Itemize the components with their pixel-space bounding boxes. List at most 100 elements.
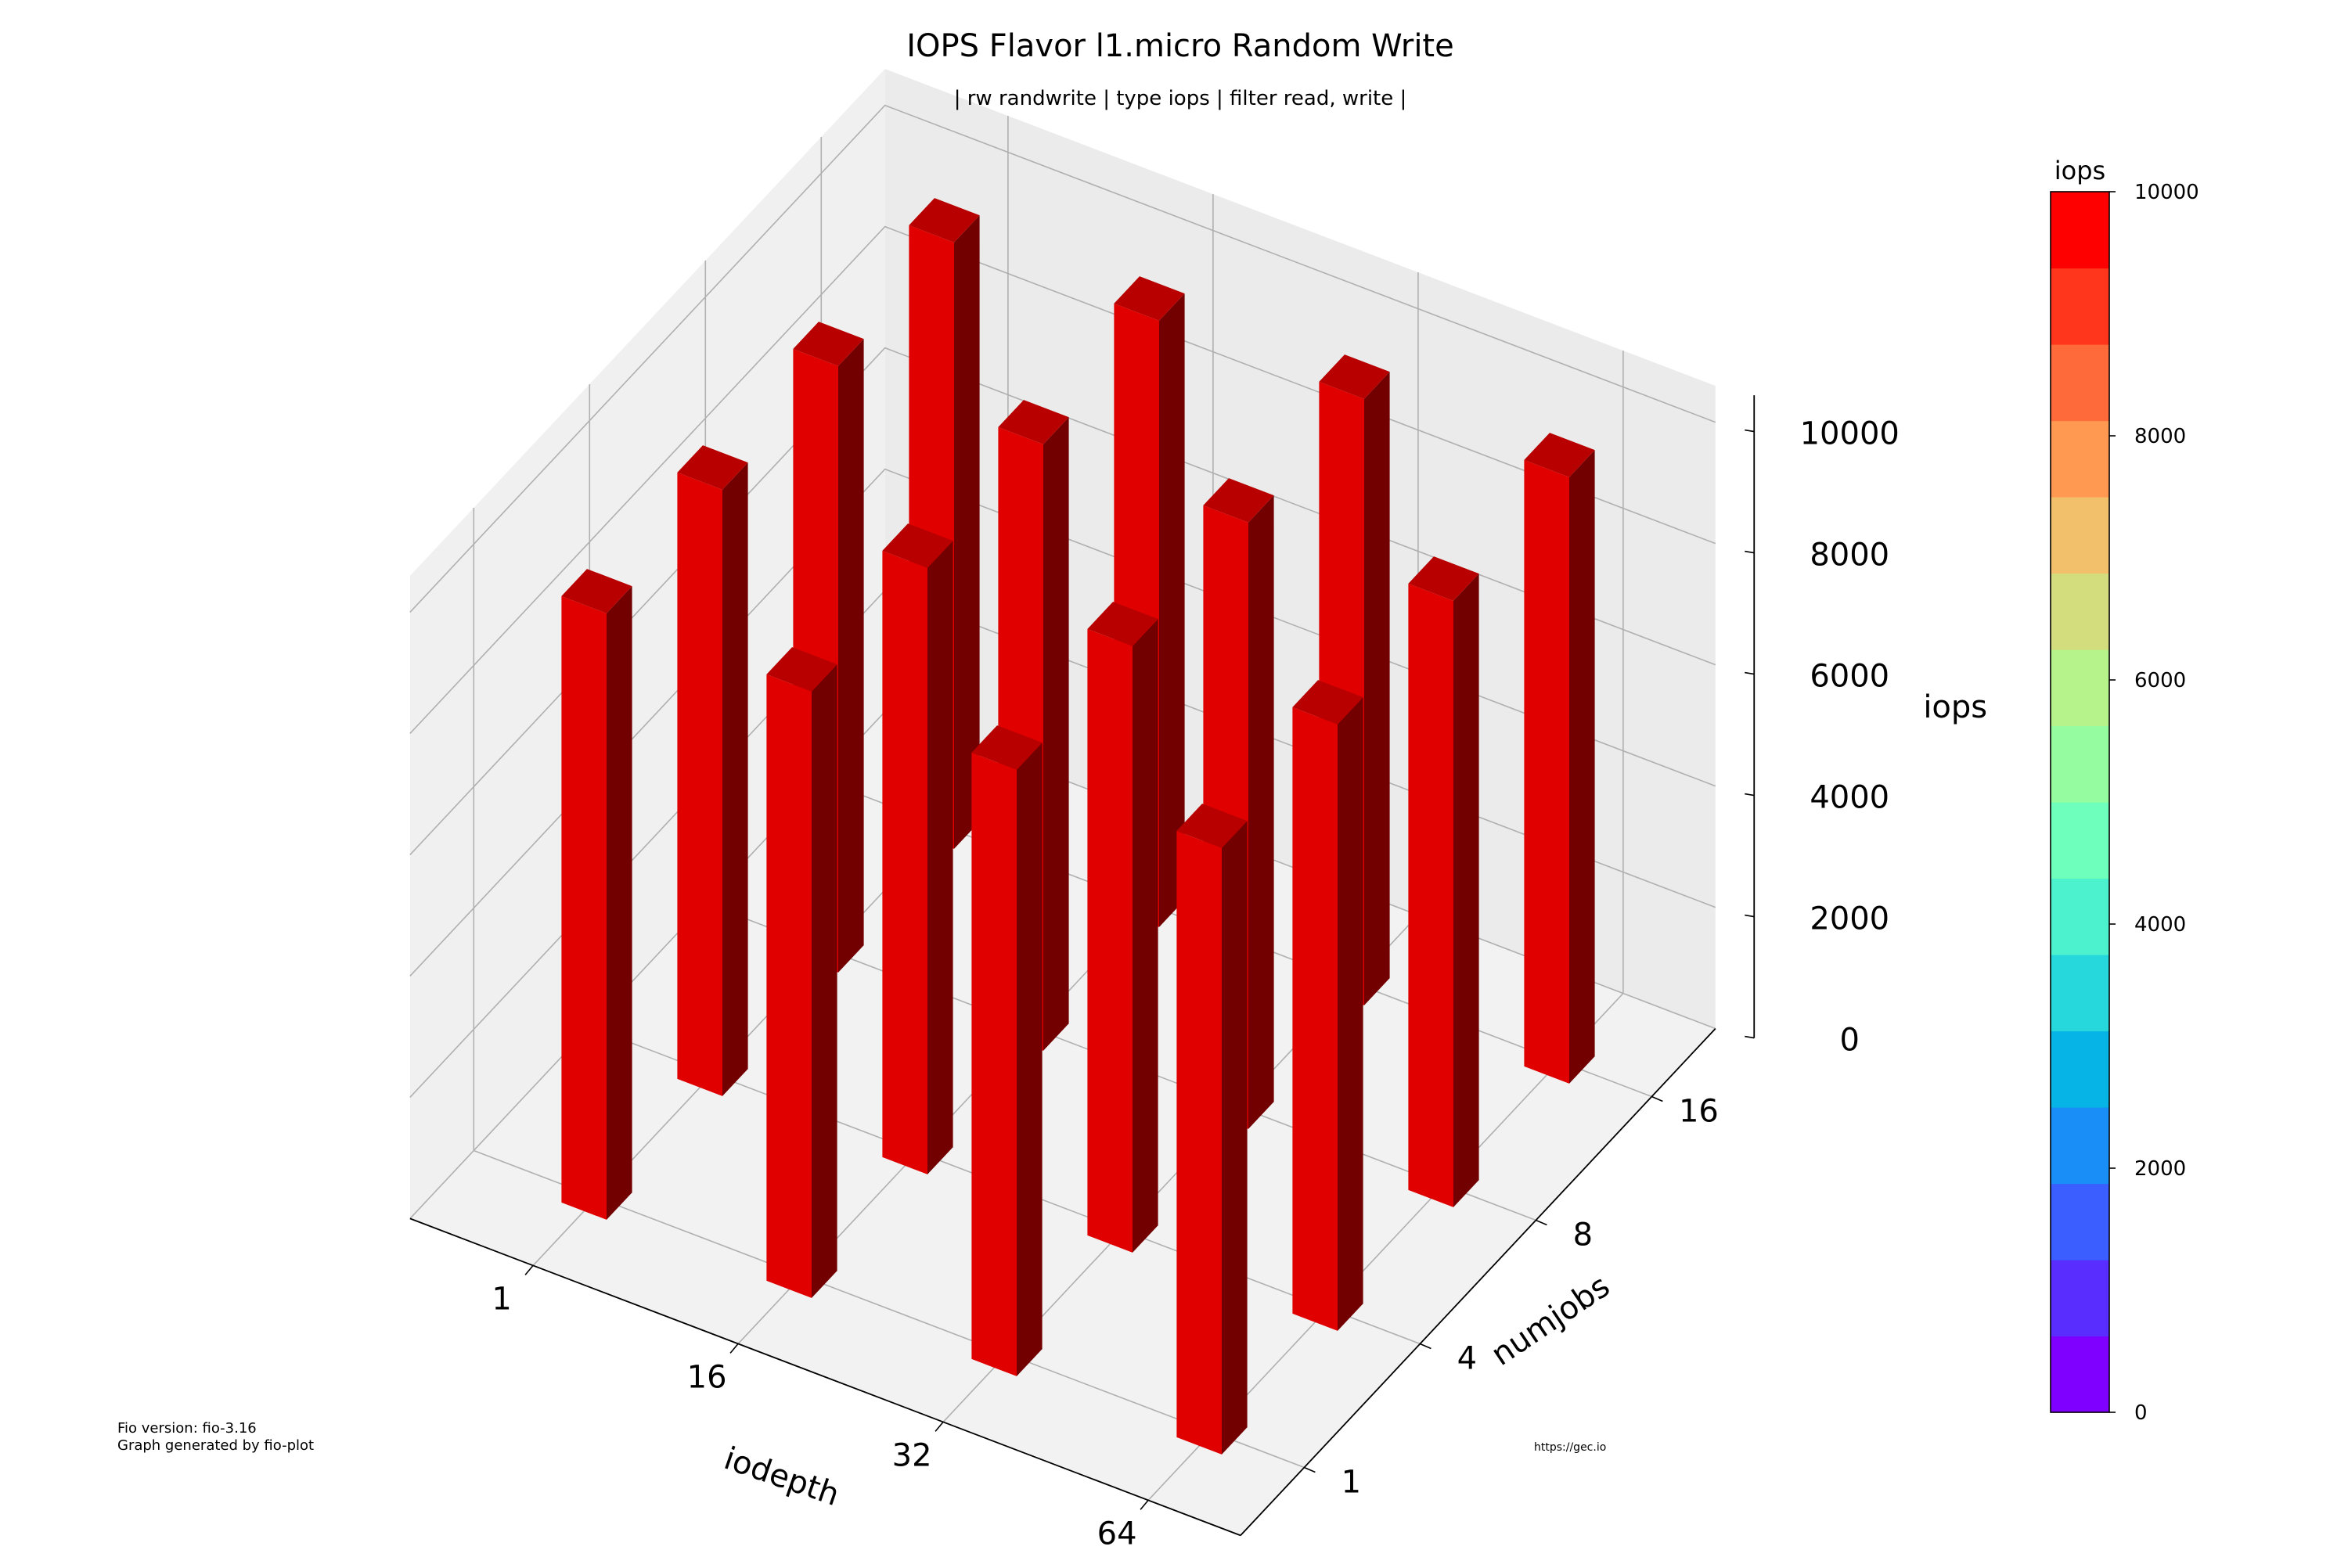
bar-top-face: [909, 198, 980, 243]
bar-front-face: [1524, 459, 1569, 1084]
z-grid-line: [409, 225, 1716, 734]
x-tick-mark: [1140, 1499, 1149, 1510]
y-tick-mark: [1304, 1466, 1316, 1473]
z-tick-mark: [1745, 671, 1755, 675]
z-tick-label: 4000: [1810, 780, 1889, 816]
bar-side-face: [927, 541, 953, 1174]
x-tick-label: 32: [892, 1437, 932, 1473]
bar-top-face: [1524, 433, 1595, 477]
footer-url: https://gec.io: [1534, 1441, 1607, 1454]
bar-top-face: [1087, 602, 1158, 646]
bar-16-4: [882, 523, 953, 1174]
bar-32-1: [971, 725, 1043, 1376]
y-axis-line: [1240, 1027, 1716, 1537]
bar-top-face: [1176, 804, 1248, 848]
bar-top-face: [1114, 276, 1185, 321]
chart-subtitle: | rw randwrite | type iops | filter read…: [954, 87, 1407, 110]
bar-top-face: [793, 322, 864, 366]
bar-top-face: [882, 523, 953, 568]
bar-side-face: [812, 664, 837, 1298]
bar-side-face: [1338, 697, 1363, 1331]
colorbar-segment: [2051, 344, 2109, 422]
bar-top-face: [1408, 556, 1479, 601]
footer-info: Fio version: fio-3.16 Graph generated by…: [117, 1420, 314, 1455]
bar-front-face: [561, 595, 607, 1220]
y-tick-label: 16: [1679, 1094, 1719, 1130]
bar-side-face: [1222, 821, 1248, 1455]
bar-side-face: [1248, 495, 1274, 1129]
colorbar-segment: [2051, 649, 2109, 727]
colorbar-label: iops: [2054, 156, 2105, 185]
bar-front-face: [1408, 583, 1453, 1207]
y-tick-label: 8: [1573, 1217, 1593, 1253]
z-tick-mark: [1745, 793, 1755, 797]
bar-64-16: [1524, 433, 1595, 1084]
left-pane: [409, 69, 885, 1219]
bar-side-face: [954, 215, 980, 849]
bar-64-4: [1292, 680, 1363, 1331]
x-tick-mark: [524, 1264, 534, 1275]
colorbar-tick-label: 2000: [2134, 1157, 2186, 1181]
z-tick-label: 10000: [1800, 416, 1900, 452]
z-tick-label: 0: [1840, 1023, 1860, 1059]
bar-side-face: [607, 586, 632, 1220]
bar-front-face: [766, 674, 812, 1298]
x-axis-line: [409, 1217, 1241, 1537]
colorbar-frame: [2050, 191, 2110, 1413]
colorbar-segment: [2051, 878, 2109, 955]
bar-top-face: [677, 445, 748, 490]
x-tick-label: 16: [687, 1359, 727, 1395]
axis-lines: [409, 395, 1756, 1537]
colorbar-segment: [2051, 497, 2109, 574]
bar-top-face: [1319, 354, 1390, 399]
y-tick-mark: [1420, 1343, 1431, 1350]
bar-top-face: [1292, 680, 1363, 725]
colorbar-tick-label: 0: [2134, 1401, 2148, 1425]
z-tick-mark: [1745, 914, 1755, 918]
bar-top-face: [971, 725, 1043, 770]
x-tick-label: 1: [492, 1281, 511, 1317]
bar-front-face: [677, 472, 722, 1096]
bar-side-face: [838, 339, 864, 973]
colorbar-segment: [2051, 955, 2109, 1032]
y-tick-label: 4: [1457, 1341, 1477, 1377]
bar-16-1: [766, 647, 837, 1298]
bar-front-face: [1176, 830, 1222, 1455]
y-tick-label: 1: [1341, 1465, 1361, 1501]
y-tick-mark: [1651, 1095, 1663, 1102]
x-tick-label: 64: [1097, 1516, 1137, 1552]
colorbar-segment: [2051, 1260, 2109, 1337]
bar-top-face: [766, 647, 837, 692]
z-tick-mark: [1745, 550, 1755, 554]
z-tick-label: 6000: [1810, 659, 1889, 695]
colorbar-segment: [2051, 1030, 2109, 1108]
bar-side-face: [1569, 450, 1595, 1084]
y-tick-mark: [1536, 1219, 1547, 1226]
bar-side-face: [1133, 619, 1158, 1253]
bar-64-1: [1176, 804, 1248, 1455]
bar-front-face: [882, 550, 927, 1174]
z-axis-label: iops: [1923, 689, 1987, 725]
colorbar: 0 2000 4000 6000 8000 10000 iops: [2050, 156, 2199, 1425]
bar-1-4: [677, 445, 748, 1096]
bar-top-face: [561, 569, 632, 613]
chart-title: IOPS Flavor l1.micro Random Write: [906, 28, 1453, 64]
generated-by-text: Graph generated by fio-plot: [117, 1437, 315, 1454]
z-tick-mark: [1745, 429, 1755, 433]
bar-front-face: [1087, 628, 1133, 1253]
bar-front-face: [971, 752, 1017, 1376]
bar-side-face: [1453, 574, 1479, 1207]
y-axis-label: numjobs: [1485, 1268, 1616, 1373]
colorbar-segment: [2051, 1183, 2109, 1261]
x-axis-label: iodepth: [719, 1440, 844, 1513]
colorbar-segment: [2051, 1107, 2109, 1185]
bar-side-face: [1364, 372, 1390, 1005]
bar-side-face: [722, 462, 748, 1096]
colorbar-segment: [2051, 420, 2109, 498]
z-tick-mark: [1745, 1035, 1755, 1039]
bar-top-face: [1203, 478, 1274, 523]
colorbar-segment: [2051, 725, 2109, 803]
bar-front-face: [1292, 707, 1338, 1331]
